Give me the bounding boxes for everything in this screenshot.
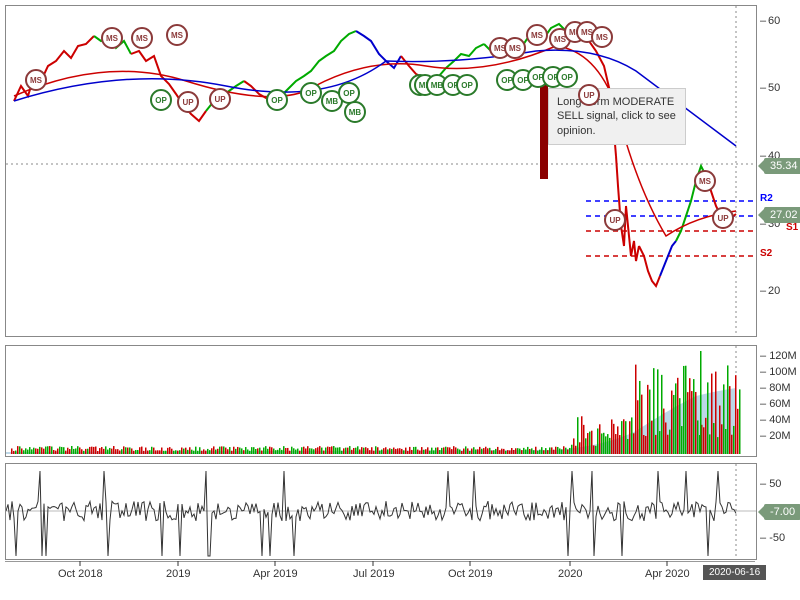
xtick: Jul 2019 <box>353 568 395 580</box>
vtick: – 40M <box>760 414 791 426</box>
signal-up[interactable]: UP <box>604 209 626 231</box>
signal-ms[interactable]: MS <box>25 69 47 91</box>
osc-panel <box>5 463 757 560</box>
signal-op[interactable]: OP <box>556 66 578 88</box>
ytick: 20 <box>768 285 780 297</box>
ytick: 60 <box>768 15 780 27</box>
vtick: – 120M <box>760 350 797 362</box>
second-price-label: 27.02 <box>764 207 800 223</box>
signal-ms[interactable]: MS <box>101 27 123 49</box>
price-panel <box>5 5 757 337</box>
osc-svg <box>6 464 756 559</box>
s2-label: S2 <box>760 248 772 259</box>
xtick: Oct 2019 <box>448 568 493 580</box>
signal-mb[interactable]: MB <box>344 101 366 123</box>
signal-up[interactable]: UP <box>712 207 734 229</box>
signal-up[interactable]: UP <box>177 91 199 113</box>
signal-ms[interactable]: MS <box>591 26 613 48</box>
signal-up[interactable]: UP <box>209 88 231 110</box>
signal-op[interactable]: OP <box>300 82 322 104</box>
xtick: 2020 <box>558 568 582 580</box>
signal-ms[interactable]: MS <box>131 27 153 49</box>
ytick-dash: – <box>760 15 766 27</box>
s1-label: S1 <box>786 222 798 233</box>
ytick-dash: – <box>760 285 766 297</box>
ytick: 50 <box>768 82 780 94</box>
vtick: – 60M <box>760 398 791 410</box>
vtick: – 100M <box>760 366 797 378</box>
signal-op[interactable]: OP <box>150 89 172 111</box>
price-svg <box>6 6 756 336</box>
volume-svg <box>6 346 756 456</box>
xtick: Oct 2018 <box>58 568 103 580</box>
signal-ms[interactable]: MS <box>526 24 548 46</box>
current-time-label: 2020-06-16 <box>703 565 766 580</box>
osc-current-label: -7.00 <box>764 504 800 520</box>
xtick: Apr 2020 <box>645 568 690 580</box>
signal-op[interactable]: OP <box>456 74 478 96</box>
tooltip[interactable]: Long-Term MODERATE SELL signal, click to… <box>548 88 686 145</box>
r2-label: R2 <box>760 193 773 204</box>
otick: – 50 <box>760 478 781 490</box>
signal-op[interactable]: OP <box>266 89 288 111</box>
signal-up[interactable]: UP <box>578 84 600 106</box>
vtick: – 80M <box>760 382 791 394</box>
xtick: 2019 <box>166 568 190 580</box>
xtick: Apr 2019 <box>253 568 298 580</box>
signal-ms[interactable]: MS <box>166 24 188 46</box>
signal-ms[interactable]: MS <box>694 170 716 192</box>
ytick-dash: – <box>760 82 766 94</box>
volume-panel <box>5 345 757 457</box>
signal-ms[interactable]: MS <box>504 37 526 59</box>
otick: – -50 <box>760 532 785 544</box>
current-price-label: 35.34 <box>764 158 800 174</box>
stock-chart-container: 60 50 40 30 20 – – – – – R2 R1 S1 S2 35.… <box>0 0 800 600</box>
vtick: – 20M <box>760 430 791 442</box>
